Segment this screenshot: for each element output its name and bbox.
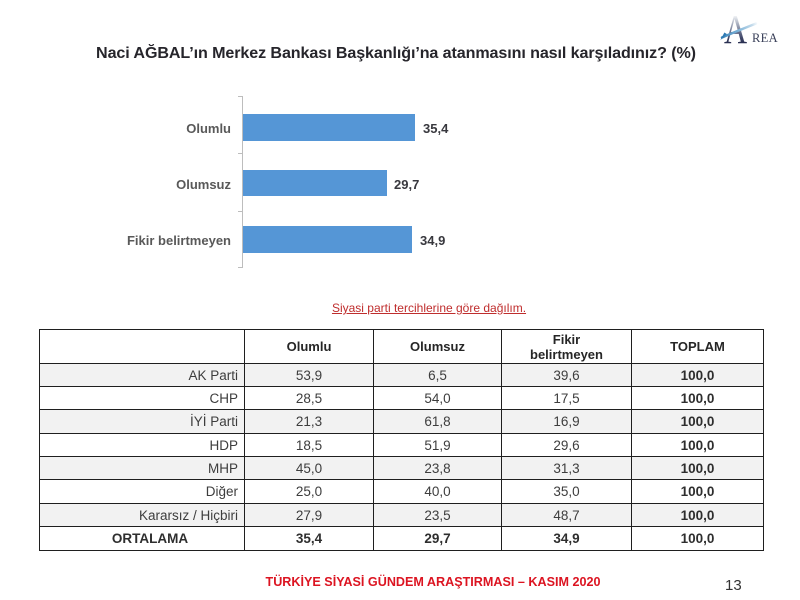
svg-text:A: A: [724, 6, 747, 51]
svg-text:REA: REA: [752, 31, 778, 45]
